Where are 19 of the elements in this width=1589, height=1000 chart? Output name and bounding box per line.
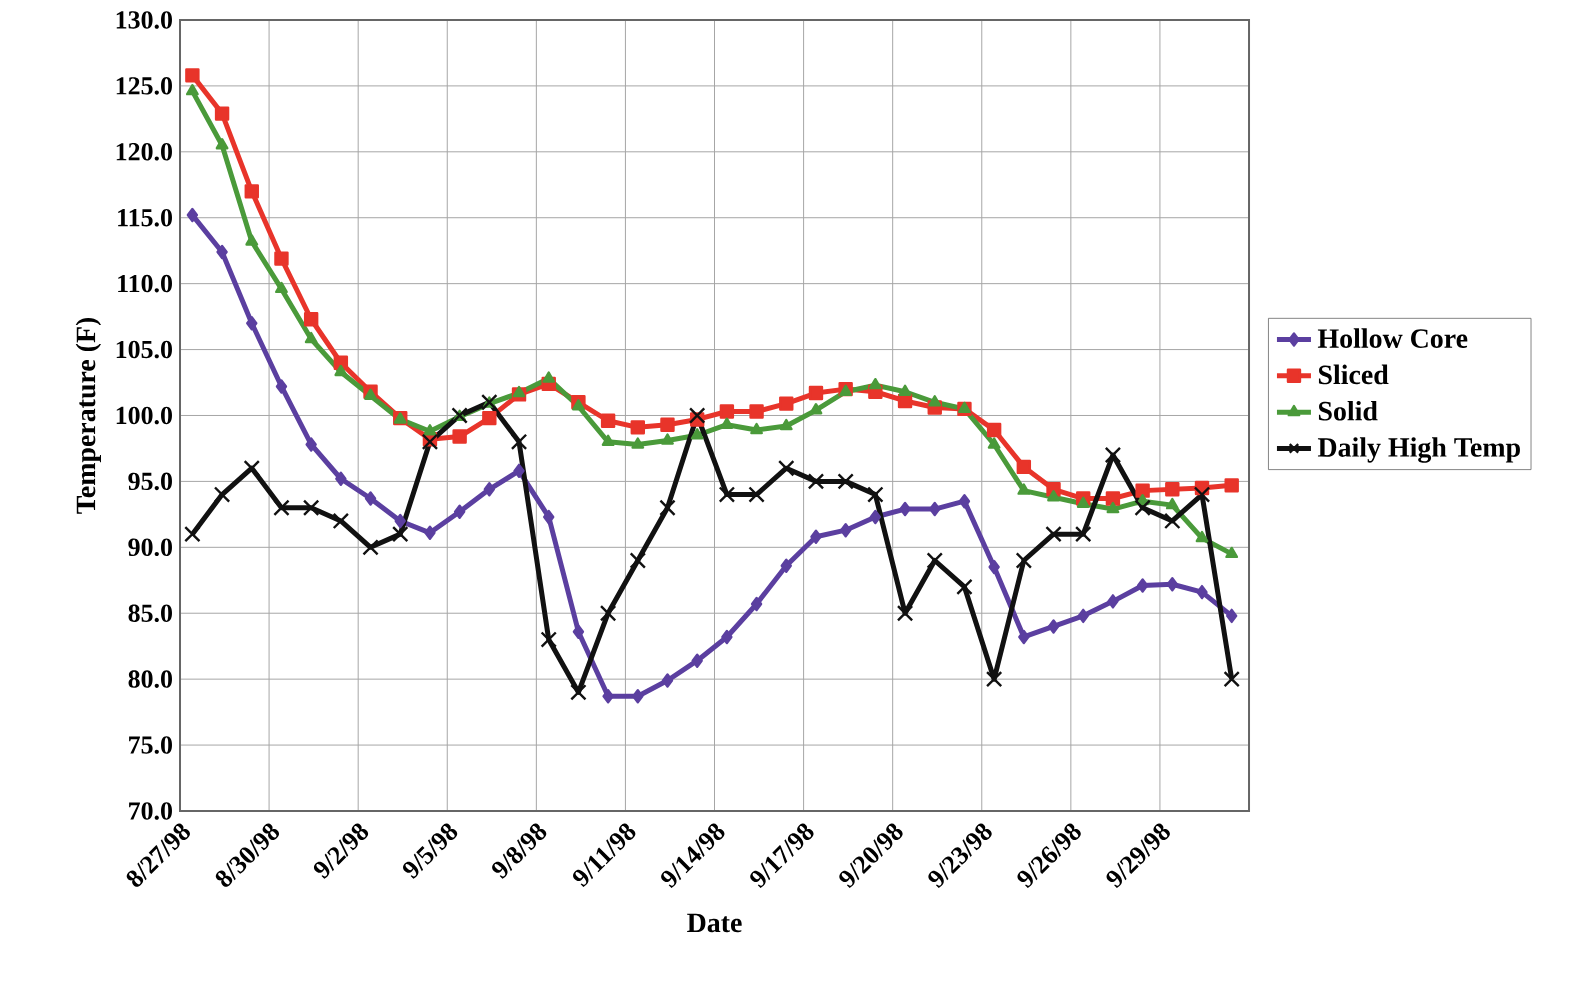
y-axis-title: Temperature (F): [75, 317, 101, 514]
y-tick-label: 125.0: [116, 77, 172, 95]
y-tick-label: 80.0: [128, 670, 172, 688]
y-tick-label: 85.0: [128, 604, 172, 623]
y-tick-label: 90.0: [128, 538, 172, 557]
legend-label: Daily High Temp: [1317, 437, 1520, 463]
y-tick-label: 70.0: [129, 802, 172, 820]
y-tick-label: 100.0: [116, 406, 172, 425]
y-tick-label: 115.0: [118, 208, 172, 227]
legend-label: Sliced: [1318, 364, 1389, 385]
legend-label: Hollow Core: [1317, 328, 1468, 348]
y-tick-label: 120.0: [116, 143, 172, 161]
y-tick-label: 75.0: [129, 736, 172, 754]
y-tick-label: 130.0: [116, 11, 172, 29]
y-tick-label: 95.0: [128, 472, 172, 491]
y-tick-label: 105.0: [116, 340, 172, 359]
x-axis-title: Date: [687, 913, 742, 933]
y-tick-label: 110.0: [118, 274, 172, 293]
legend-label: Solid: [1318, 400, 1378, 421]
